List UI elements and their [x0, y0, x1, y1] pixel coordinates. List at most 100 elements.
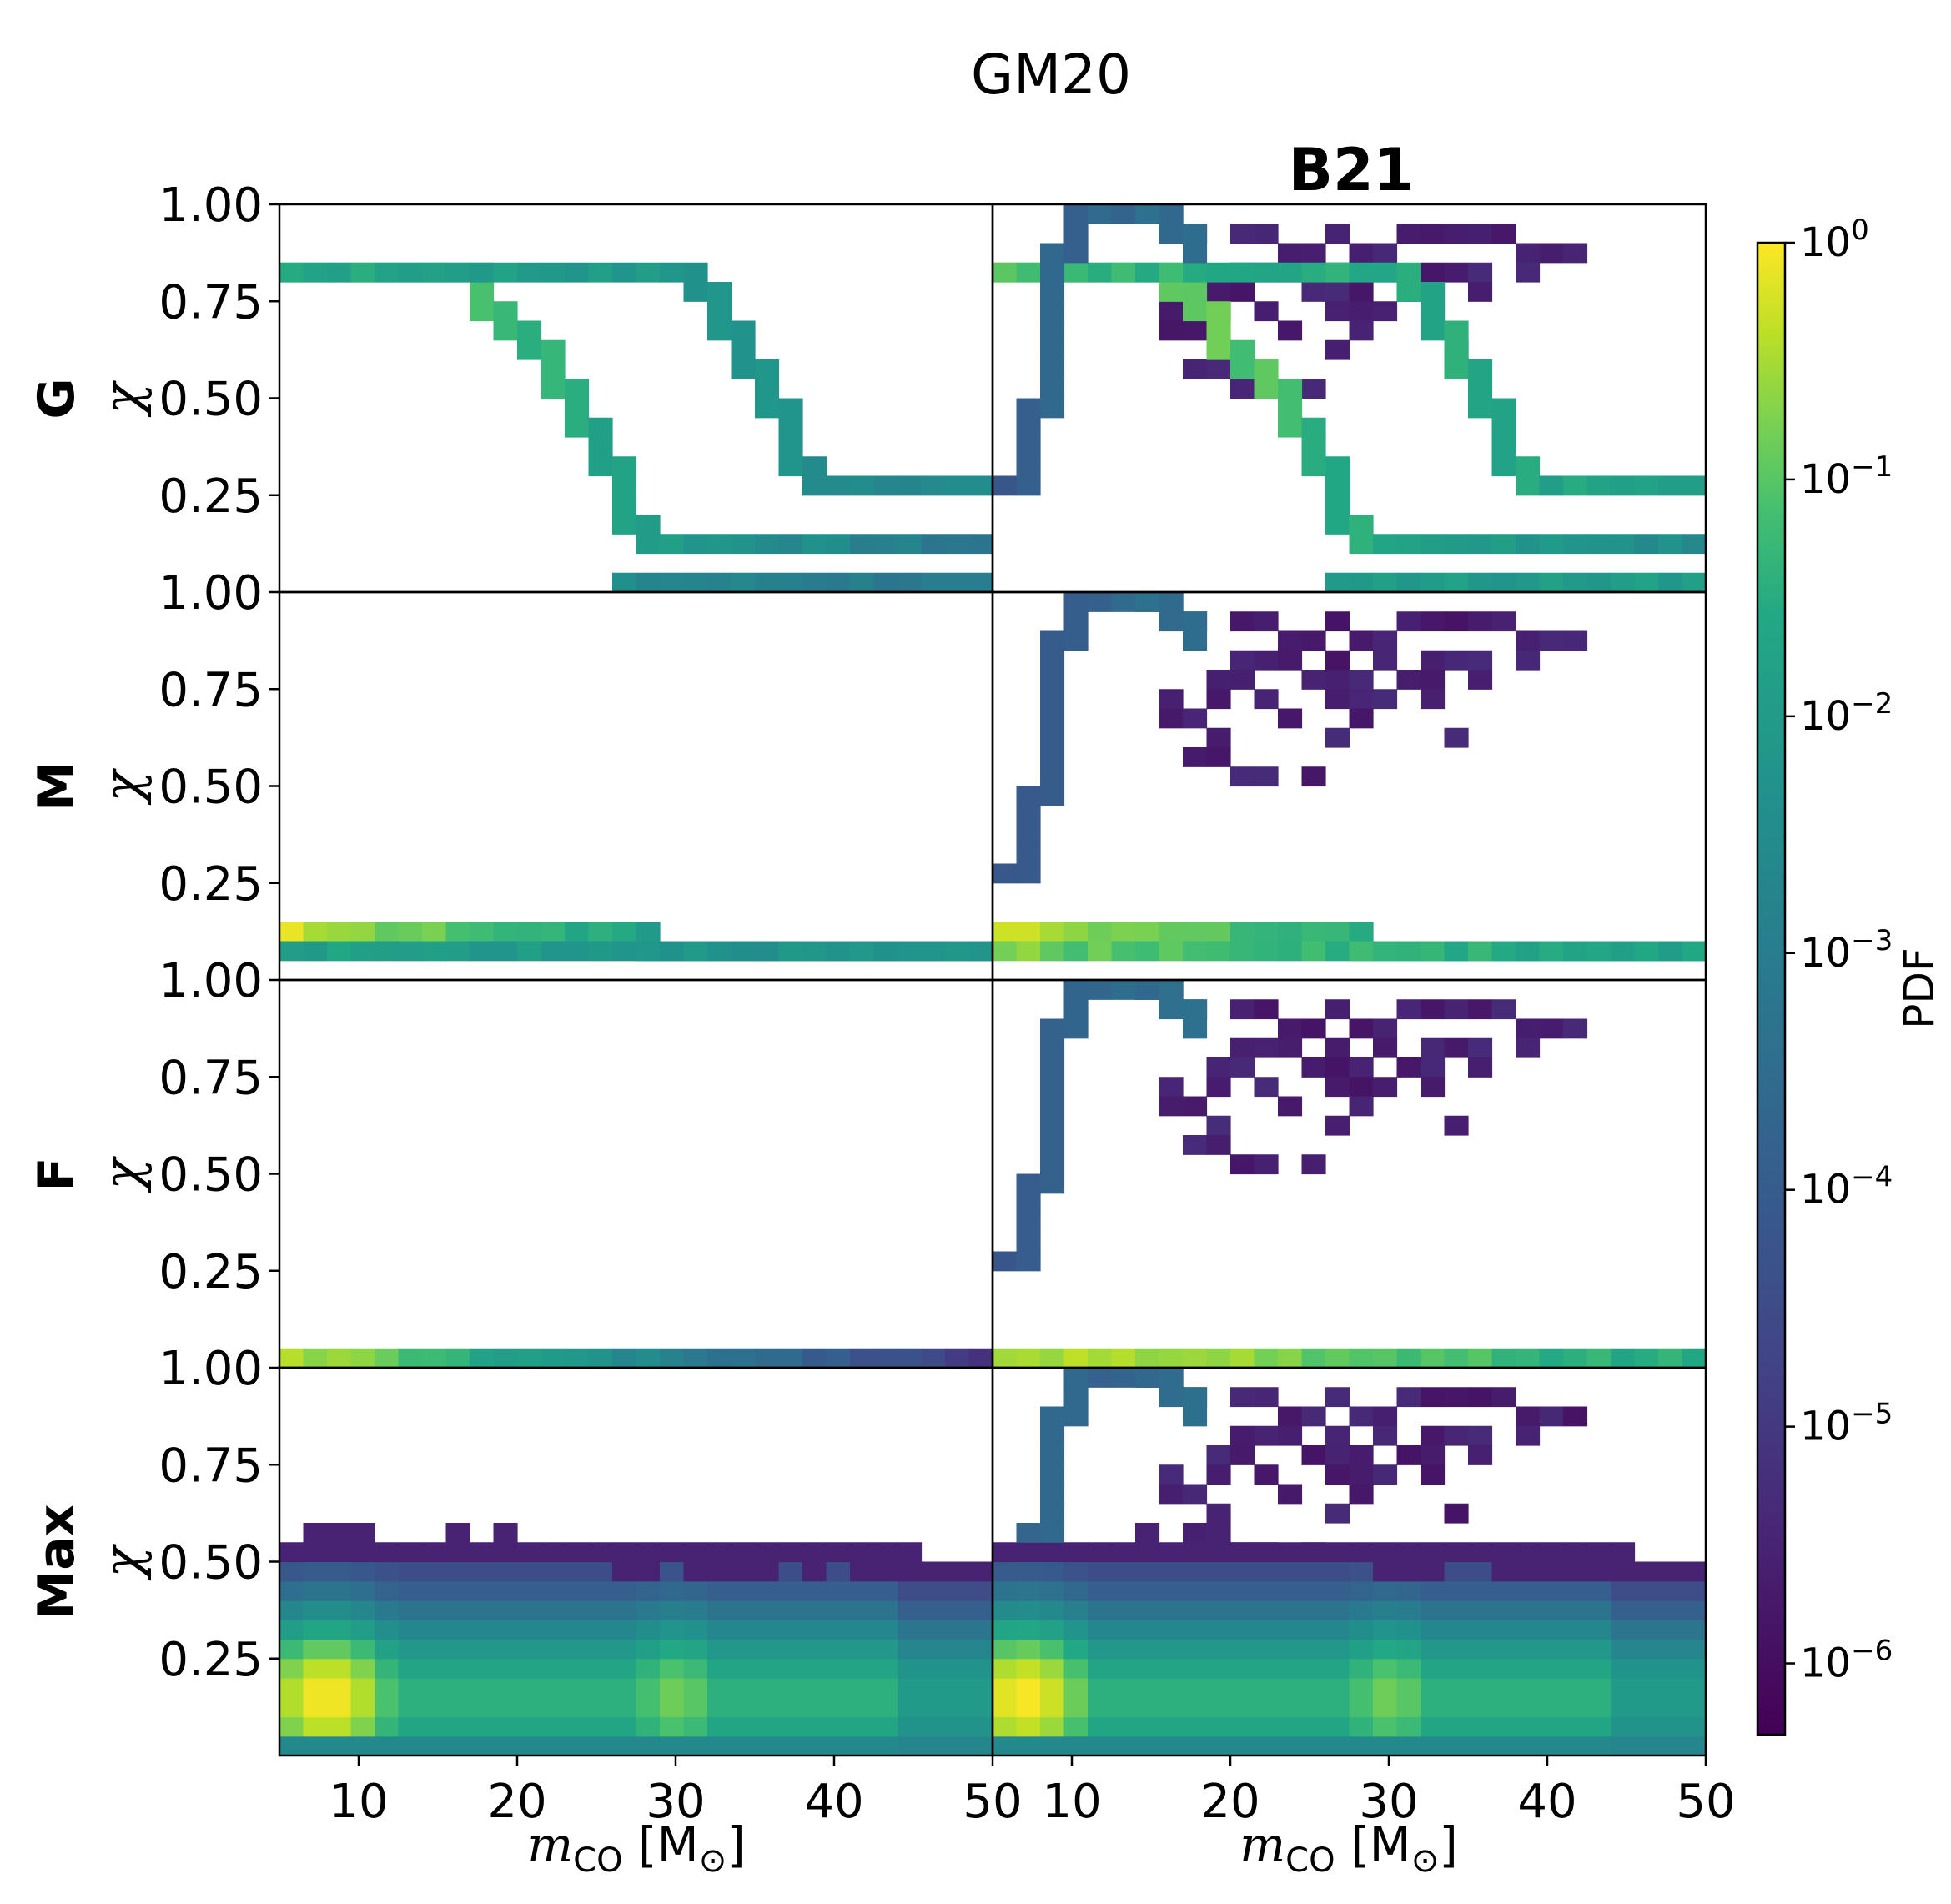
- heatmap-cell: [1063, 1580, 1089, 1601]
- heatmap-cell: [898, 941, 923, 962]
- heatmap-cell: [968, 572, 993, 593]
- heatmap-cell: [778, 1580, 803, 1601]
- heatmap-cell: [1183, 941, 1208, 962]
- x-tick-label: 50: [1676, 1775, 1735, 1829]
- heatmap-cell: [612, 922, 637, 942]
- heatmap-cell: [1016, 941, 1041, 962]
- heatmap-cell: [398, 1580, 423, 1601]
- heatmap-cell: [1325, 1464, 1350, 1485]
- heatmap-cell: [1111, 1561, 1136, 1582]
- row-label-g: G: [28, 378, 86, 419]
- heatmap-cell: [1206, 747, 1231, 767]
- heatmap-cell: [1349, 534, 1374, 555]
- heatmap-cell: [1040, 1736, 1065, 1756]
- heatmap-cell: [1159, 262, 1184, 283]
- heatmap-cell: [731, 1716, 756, 1737]
- heatmap-cell: [1301, 437, 1326, 457]
- heatmap-cell: [1325, 611, 1350, 632]
- heatmap-cell: [1278, 398, 1303, 419]
- heatmap-cell: [1159, 1077, 1184, 1098]
- heatmap-cell: [327, 1600, 352, 1620]
- heatmap-cell: [493, 1658, 518, 1679]
- heatmap-cell: [375, 1697, 400, 1718]
- heatmap-cell: [350, 1736, 375, 1756]
- heatmap-cell: [1491, 1387, 1516, 1408]
- heatmap-cell: [993, 1580, 1018, 1601]
- heatmap-cell: [1516, 1736, 1541, 1756]
- heatmap-cell: [873, 534, 898, 555]
- heatmap-cell: [731, 1542, 756, 1563]
- heatmap-cell: [683, 1600, 708, 1620]
- heatmap-cell: [1183, 708, 1208, 729]
- heatmap-cell: [541, 1561, 566, 1582]
- heatmap-cell: [1539, 475, 1564, 496]
- heatmap-cell: [398, 1736, 423, 1756]
- heatmap-cell: [921, 1600, 946, 1620]
- heatmap-cell: [1421, 1697, 1446, 1718]
- row-label-m: M: [28, 761, 86, 811]
- heatmap-cell: [1063, 1406, 1089, 1427]
- heatmap-cell: [517, 922, 542, 942]
- heatmap-cell: [445, 1678, 470, 1698]
- heatmap-cell: [660, 1600, 685, 1620]
- heatmap-cell: [1278, 1406, 1303, 1427]
- heatmap-cell: [1396, 1716, 1421, 1737]
- heatmap-cell: [1088, 262, 1113, 283]
- heatmap-cell: [1468, 1600, 1493, 1620]
- heatmap-cell: [1278, 1580, 1303, 1601]
- heatmap-cell: [1491, 1542, 1516, 1563]
- heatmap-cell: [1611, 475, 1636, 496]
- heatmap-cell: [1111, 1542, 1136, 1563]
- heatmap-cell: [778, 1620, 803, 1640]
- heatmap-cell: [517, 1658, 542, 1679]
- heatmap-cell: [375, 1678, 400, 1698]
- heatmap-cell: [612, 1658, 637, 1679]
- heatmap-cell: [1301, 1736, 1326, 1756]
- heatmap-cell: [707, 1678, 732, 1698]
- heatmap-cell: [493, 301, 518, 322]
- heatmap-cell: [1063, 1542, 1089, 1563]
- heatmap-cell: [1444, 611, 1469, 632]
- heatmap-cell: [541, 1658, 566, 1679]
- heatmap-cell: [1468, 1678, 1493, 1698]
- heatmap-cell: [1563, 1561, 1588, 1582]
- heatmap-cell: [921, 1348, 946, 1369]
- heatmap-cell: [1301, 379, 1326, 399]
- heatmap-cell: [1325, 1716, 1350, 1737]
- heatmap-cell: [731, 1348, 756, 1369]
- heatmap-cell: [1135, 262, 1160, 283]
- heatmap-cell: [279, 922, 304, 942]
- heatmap-cell: [375, 1542, 400, 1563]
- heatmap-cell: [1658, 1658, 1683, 1679]
- heatmap-cell: [422, 1542, 447, 1563]
- heatmap-cell: [517, 941, 542, 962]
- column-title-b21: B21: [1289, 136, 1415, 204]
- heatmap-cell: [1159, 1678, 1184, 1698]
- heatmap-cell: [470, 1736, 495, 1756]
- heatmap-cell: [755, 1580, 780, 1601]
- heatmap-cell: [588, 1542, 613, 1563]
- heatmap-cell: [1611, 1348, 1636, 1369]
- heatmap-cell: [1230, 339, 1255, 360]
- heatmap-cell: [1301, 941, 1326, 962]
- heatmap-cell: [683, 1561, 708, 1582]
- heatmap-cell: [826, 1561, 851, 1582]
- heatmap-cell: [1040, 766, 1065, 787]
- heatmap-cell: [493, 1580, 518, 1601]
- heatmap-cell: [850, 1678, 875, 1698]
- heatmap-cell: [1040, 243, 1065, 264]
- heatmap-cell: [993, 1639, 1018, 1660]
- heatmap-cell: [1159, 1368, 1184, 1388]
- heatmap-cell: [1421, 1037, 1446, 1058]
- heatmap-cell: [541, 262, 566, 283]
- heatmap-cell: [1373, 1464, 1398, 1485]
- heatmap-cell: [1040, 339, 1065, 360]
- heatmap-cell: [1396, 1620, 1421, 1640]
- heatmap-cell: [1278, 1697, 1303, 1718]
- heatmap-cell: [303, 1736, 328, 1756]
- heatmap-cell: [1183, 243, 1208, 264]
- heatmap-cell: [1444, 359, 1469, 379]
- y-tick-label: 0.25: [158, 1633, 263, 1687]
- heatmap-cell: [993, 1542, 1018, 1563]
- heatmap-cell: [968, 1736, 993, 1756]
